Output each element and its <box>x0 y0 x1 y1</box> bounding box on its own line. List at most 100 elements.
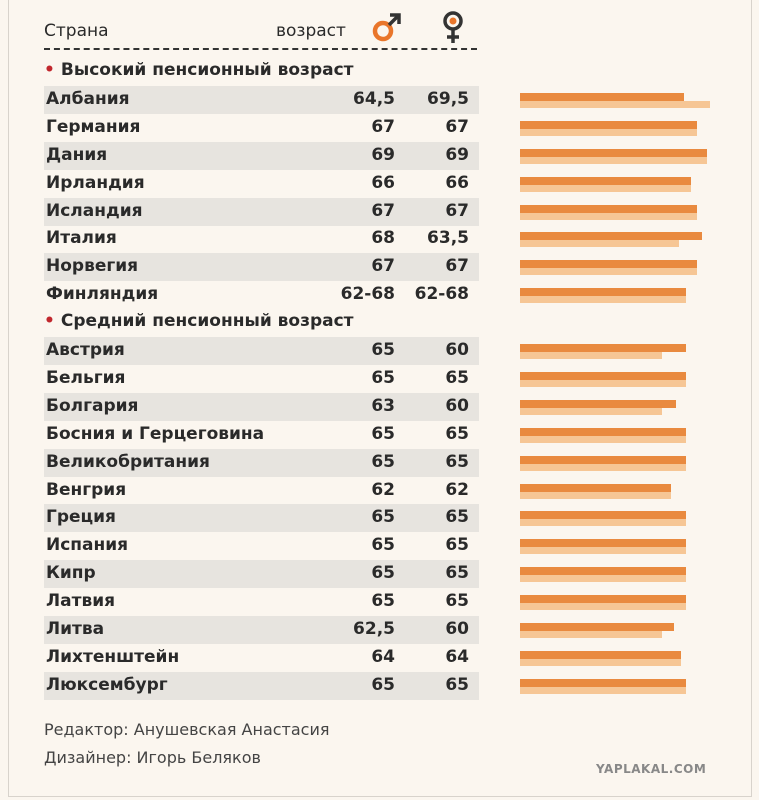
section-title-text: Средний пенсионный возраст <box>60 311 354 332</box>
female-age: 65 <box>445 674 469 695</box>
male-age-bar <box>520 92 684 101</box>
male-age-bar <box>520 455 686 464</box>
male-age: 62-68 <box>340 284 395 305</box>
female-age: 62 <box>445 479 469 500</box>
male-age-bar <box>520 650 681 659</box>
watermark: YAPLAKAL.COM <box>596 762 707 776</box>
table-row: Кипр 65 65 <box>44 560 479 589</box>
male-age: 65 <box>371 507 395 528</box>
country-name: Ирландия <box>46 172 145 193</box>
male-age: 62,5 <box>353 619 395 639</box>
male-age: 67 <box>371 116 395 137</box>
section-title: • Высокий пенсионный возраст <box>44 60 354 80</box>
female-age: 64 <box>445 646 469 667</box>
country-name: Дания <box>46 144 108 165</box>
female-age-bar <box>520 268 697 276</box>
female-age: 65 <box>445 507 469 528</box>
female-age: 65 <box>445 451 469 472</box>
country-name: Лихтенштейн <box>46 646 180 667</box>
male-age: 65 <box>371 451 395 472</box>
male-age-bar <box>520 260 697 269</box>
female-age: 60 <box>445 340 469 360</box>
table-row: Болгария 63 60 <box>44 392 479 421</box>
male-age: 65 <box>371 367 395 388</box>
country-name: Греция <box>46 507 116 528</box>
female-symbol-icon <box>443 11 463 43</box>
male-age: 67 <box>371 200 395 221</box>
female-age-bar <box>520 575 686 583</box>
male-age: 65 <box>371 591 395 612</box>
male-age-bar <box>520 623 674 631</box>
female-age-bar <box>520 519 686 527</box>
table-row: Италия 68 63,5 <box>44 225 479 253</box>
table-row: Лихтенштейн 64 64 <box>44 644 479 672</box>
female-age-bar <box>520 491 671 499</box>
female-age-bar <box>520 407 662 415</box>
country-name: Великобритания <box>46 451 210 472</box>
country-name: Албания <box>46 88 130 109</box>
female-age-bar <box>520 379 686 387</box>
female-age-bar <box>520 603 686 611</box>
male-age: 63 <box>371 395 395 416</box>
female-age-bar <box>520 352 662 359</box>
table-row: Финляндия 62-68 62-68 <box>44 281 479 309</box>
country-name: Болгария <box>46 395 139 416</box>
country-name: Бельгия <box>46 367 126 388</box>
female-age-bar <box>520 128 697 136</box>
female-age: 67 <box>445 256 469 277</box>
male-age: 65 <box>371 563 395 584</box>
female-age: 69,5 <box>427 88 469 109</box>
female-age-bar <box>520 156 707 164</box>
male-age: 68 <box>371 228 395 249</box>
table-row: Великобритания 65 65 <box>44 448 479 477</box>
country-name: Люксембург <box>46 674 168 695</box>
female-age: 60 <box>445 395 469 416</box>
country-name: Финляндия <box>46 284 159 305</box>
male-age: 64,5 <box>353 88 395 109</box>
female-age-bar <box>520 686 686 694</box>
table-row: Норвегия 67 67 <box>44 253 479 282</box>
country-name: Латвия <box>46 591 116 612</box>
country-name: Литва <box>46 619 105 639</box>
male-age-bar <box>520 511 686 520</box>
male-age-bar <box>520 148 707 157</box>
table-row: Германия 67 67 <box>44 114 479 142</box>
male-age-bar <box>520 344 686 352</box>
female-age: 65 <box>445 563 469 584</box>
country-name: Италия <box>46 228 117 249</box>
male-age-bar <box>520 120 697 129</box>
male-age-bar <box>520 176 691 185</box>
country-name: Германия <box>46 116 141 137</box>
female-age-bar <box>520 463 686 471</box>
female-age-bar <box>520 212 697 220</box>
female-age-bar <box>520 658 681 666</box>
female-age: 67 <box>445 200 469 221</box>
country-name: Испания <box>46 535 129 556</box>
female-age-bar <box>520 100 710 108</box>
table-row: Люксембург 65 65 <box>44 671 479 700</box>
country-column-label: Страна <box>44 21 109 41</box>
country-name: Австрия <box>46 340 125 360</box>
table-row: Греция 65 65 <box>44 504 479 533</box>
female-age-bar <box>520 296 686 304</box>
male-age: 67 <box>371 256 395 277</box>
male-age-bar <box>520 678 686 687</box>
table-row: Бельгия 65 65 <box>44 365 479 393</box>
table-row: Литва 62,5 60 <box>44 616 479 644</box>
female-age: 65 <box>445 591 469 612</box>
male-age-bar <box>520 567 686 576</box>
country-name: Норвегия <box>46 256 139 277</box>
table-row: Венгрия 62 62 <box>44 477 479 505</box>
male-symbol-icon <box>372 13 401 42</box>
country-name: Босния и Герцеговина <box>46 423 265 444</box>
table-row: Исландия 67 67 <box>44 197 479 226</box>
age-column-label: возраст <box>276 21 346 41</box>
male-age-bar <box>520 232 702 241</box>
male-age: 69 <box>371 144 395 165</box>
male-age: 65 <box>371 423 395 444</box>
female-age-bar <box>520 184 691 192</box>
table-row: Албания 64,5 69,5 <box>44 85 479 114</box>
country-name: Кипр <box>46 563 96 584</box>
section-bullet-icon: • <box>44 60 55 80</box>
section-title: • Средний пенсионный возраст <box>44 311 354 331</box>
